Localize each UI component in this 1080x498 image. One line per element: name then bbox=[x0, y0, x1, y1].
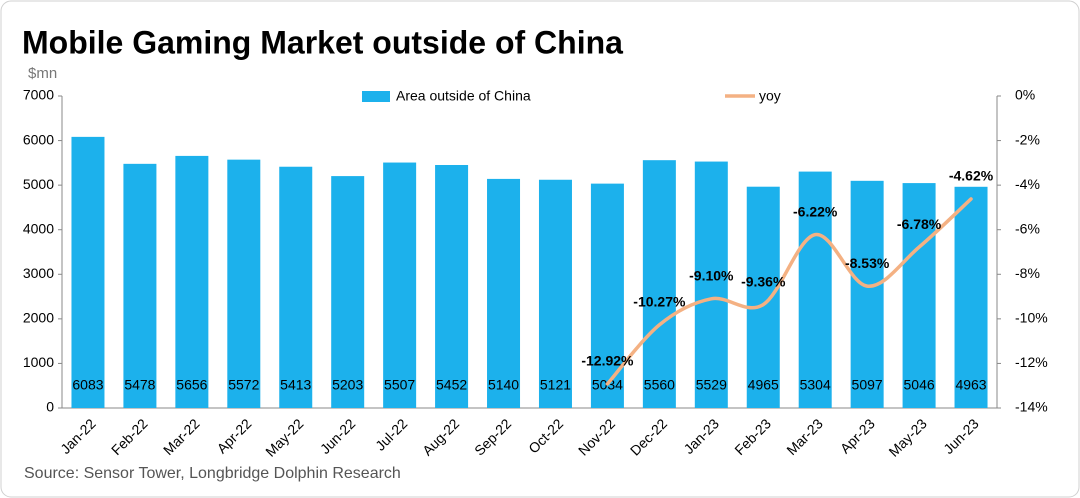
bar bbox=[590, 183, 624, 408]
bar bbox=[538, 179, 572, 408]
bar bbox=[850, 180, 884, 408]
line-value-label: -10.27% bbox=[633, 294, 686, 310]
legend-label: Area outside of China bbox=[396, 88, 531, 104]
y2-tick-label: -14% bbox=[1015, 399, 1048, 415]
line-value-label: -12.92% bbox=[581, 353, 634, 369]
yoy-line bbox=[605, 197, 973, 386]
legend-label: yoy bbox=[759, 88, 781, 104]
bar bbox=[487, 178, 521, 408]
bar-value-label: 5046 bbox=[904, 377, 935, 393]
bar-value-label: 5413 bbox=[280, 377, 311, 393]
bar-value-label: 4963 bbox=[955, 377, 986, 393]
y-axis-label: $mn bbox=[28, 65, 57, 82]
line-value-label: -8.53% bbox=[845, 255, 890, 271]
y2-tick-label: 0% bbox=[1015, 87, 1035, 103]
y-tick-label: 4000 bbox=[23, 220, 54, 236]
y2-tick-label: -12% bbox=[1015, 354, 1048, 370]
bar-value-label: 5572 bbox=[228, 377, 259, 393]
bar bbox=[746, 186, 780, 408]
line-value-label: -6.78% bbox=[897, 216, 942, 232]
bar bbox=[71, 136, 105, 408]
bar bbox=[902, 183, 936, 408]
y-tick-label: 6000 bbox=[23, 131, 54, 147]
y2-tick-label: -8% bbox=[1015, 265, 1040, 281]
y-tick-label: 7000 bbox=[23, 87, 54, 103]
bar-value-label: 5560 bbox=[644, 377, 675, 393]
bar bbox=[798, 171, 832, 408]
bar-value-label: 5140 bbox=[488, 377, 519, 393]
chart-title: Mobile Gaming Market outside of China bbox=[22, 24, 623, 60]
line-value-label: -4.62% bbox=[949, 168, 994, 184]
bar-value-label: 5656 bbox=[176, 377, 207, 393]
y-tick-label: 0 bbox=[46, 399, 54, 415]
bar bbox=[383, 162, 417, 408]
bar-value-label: 5097 bbox=[852, 377, 883, 393]
y-tick-label: 5000 bbox=[23, 176, 54, 192]
line-value-label: -6.22% bbox=[793, 203, 838, 219]
y2-tick-label: -4% bbox=[1015, 176, 1040, 192]
bar bbox=[175, 155, 209, 408]
bar bbox=[331, 176, 365, 408]
bar-value-label: 5478 bbox=[124, 377, 155, 393]
y2-tick-label: -2% bbox=[1015, 131, 1040, 147]
y-tick-label: 1000 bbox=[23, 354, 54, 370]
bar-value-label: 5121 bbox=[540, 377, 571, 393]
y-tick-label: 3000 bbox=[23, 265, 54, 281]
bar bbox=[227, 159, 261, 408]
bar-value-label: 4965 bbox=[748, 377, 779, 393]
y-tick-label: 2000 bbox=[23, 310, 54, 326]
bar bbox=[279, 166, 313, 408]
bar-value-label: 6083 bbox=[72, 377, 103, 393]
bar bbox=[954, 186, 988, 408]
bar-value-label: 5529 bbox=[696, 377, 727, 393]
bar bbox=[642, 160, 676, 408]
bar-value-label: 5304 bbox=[800, 377, 831, 393]
bar bbox=[123, 163, 157, 408]
line-value-label: -9.10% bbox=[689, 268, 734, 284]
bar bbox=[694, 161, 728, 408]
y2-tick-label: -6% bbox=[1015, 220, 1040, 236]
bar bbox=[435, 164, 469, 408]
y2-tick-label: -10% bbox=[1015, 310, 1048, 326]
bar-value-label: 5507 bbox=[384, 377, 415, 393]
line-value-label: -9.36% bbox=[741, 273, 786, 289]
bar-value-label: 5452 bbox=[436, 377, 467, 393]
source: Source: Sensor Tower, Longbridge Dolphin… bbox=[24, 465, 401, 482]
bar-value-label: 5203 bbox=[332, 377, 363, 393]
legend-swatch bbox=[362, 91, 390, 102]
